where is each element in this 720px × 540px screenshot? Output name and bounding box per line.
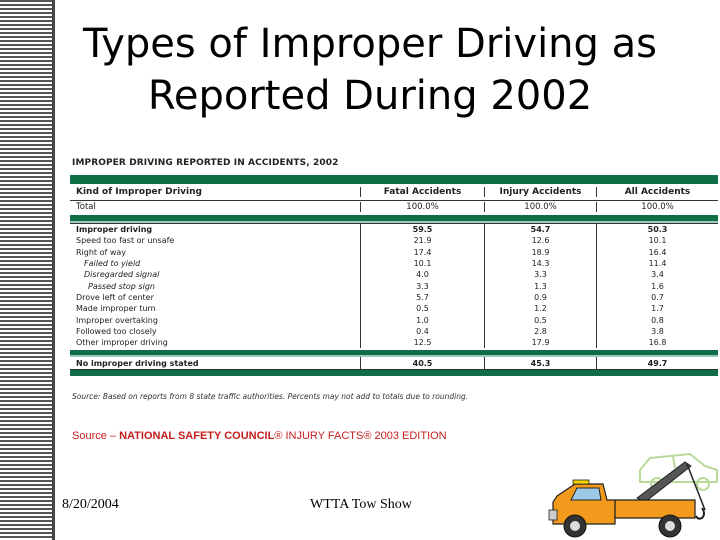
table-header-row: Kind of Improper Driving Fatal Accidents… <box>70 184 718 200</box>
row-fatal: 5.7 <box>360 291 484 304</box>
table-lower-bar <box>70 350 718 358</box>
row-injury: 0.9 <box>484 291 596 304</box>
row-fatal: 21.9 <box>360 235 484 247</box>
row-fatal: 4.0 <box>360 269 484 281</box>
row-label: Followed too closely <box>76 326 157 336</box>
row-all: 0.8 <box>596 314 718 326</box>
row-label: Right of way <box>76 247 127 257</box>
total-all: 100.0% <box>596 202 718 212</box>
row-injury: 18.9 <box>484 246 596 258</box>
row-fatal: 59.5 <box>360 224 484 236</box>
title-line-1: Types of Improper Driving as <box>82 21 657 67</box>
row-fatal: 12.5 <box>360 336 484 349</box>
table-row: Right of way 17.4 18.9 16.4 <box>70 246 718 258</box>
improper-driving-table: Kind of Improper Driving Fatal Accidents… <box>70 175 718 377</box>
table-row: Speed too fast or unsafe 21.9 12.6 10.1 <box>70 235 718 247</box>
left-decorative-stripe <box>0 0 55 540</box>
header-kind: Kind of Improper Driving <box>76 187 202 197</box>
header-all: All Accidents <box>596 187 718 197</box>
no-improper-fatal: 40.5 <box>360 357 484 370</box>
table-source-note: Source: Based on reports from 8 state tr… <box>72 392 469 401</box>
row-injury: 3.3 <box>484 269 596 281</box>
table-row: Followed too closely 0.4 2.8 3.8 <box>70 325 718 337</box>
row-all: 1.7 <box>596 303 718 315</box>
table-row: Made improper turn 0.5 1.2 1.7 <box>70 303 718 315</box>
total-fatal: 100.0% <box>360 202 484 212</box>
row-injury: 2.8 <box>484 325 596 337</box>
row-fatal: 0.4 <box>360 325 484 337</box>
row-label: Made improper turn <box>76 304 156 314</box>
row-injury: 17.9 <box>484 336 596 349</box>
table-caption: IMPROPER DRIVING REPORTED IN ACCIDENTS, … <box>72 158 339 168</box>
row-label: Drove left of center <box>76 292 154 302</box>
no-improper-label: No improper driving stated <box>76 358 199 368</box>
table-row: Disregarded signal 4.0 3.3 3.4 <box>70 269 718 281</box>
row-label: Other improper driving <box>76 338 168 348</box>
header-injury: Injury Accidents <box>484 187 596 197</box>
table-bottom-bar <box>70 369 718 377</box>
table-row: Passed stop sign 3.3 1.3 1.6 <box>70 280 718 292</box>
source-organization: NATIONAL SAFETY COUNCIL <box>119 430 275 442</box>
row-all: 50.3 <box>596 224 718 236</box>
source-rest: ® INJURY FACTS® 2003 EDITION <box>274 430 447 442</box>
table-divider-bar <box>70 215 718 223</box>
table-top-bar <box>70 175 718 184</box>
row-injury: 1.2 <box>484 303 596 315</box>
total-label: Total <box>76 202 96 212</box>
total-injury: 100.0% <box>484 202 596 212</box>
row-all: 16.8 <box>596 336 718 349</box>
row-all: 16.4 <box>596 246 718 258</box>
slide-title: Types of Improper Driving as Reported Du… <box>60 18 680 122</box>
source-prefix: Source – <box>72 430 120 442</box>
row-injury: 0.5 <box>484 314 596 326</box>
row-injury: 1.3 <box>484 280 596 292</box>
row-fatal: 1.0 <box>360 314 484 326</box>
no-improper-row: No improper driving stated 40.5 45.3 49.… <box>70 357 718 370</box>
row-injury: 14.3 <box>484 257 596 270</box>
no-improper-injury: 45.3 <box>484 357 596 370</box>
table-row: Improper driving 59.5 54.7 50.3 <box>70 224 718 236</box>
row-label: Improper overtaking <box>76 315 158 325</box>
footer-title: WTTA Tow Show <box>310 497 412 512</box>
row-all: 11.4 <box>596 257 718 270</box>
row-injury: 54.7 <box>484 224 596 236</box>
table-row: Drove left of center 5.7 0.9 0.7 <box>70 291 718 304</box>
table-row: Failed to yield 10.1 14.3 11.4 <box>70 257 718 270</box>
row-all: 3.4 <box>596 269 718 281</box>
row-label: Speed too fast or unsafe <box>76 236 175 246</box>
footer-date: 8/20/2004 <box>62 497 119 512</box>
row-all: 3.8 <box>596 325 718 337</box>
row-fatal: 17.4 <box>360 246 484 258</box>
row-injury: 12.6 <box>484 235 596 247</box>
row-fatal: 10.1 <box>360 257 484 270</box>
source-citation: Source – NATIONAL SAFETY COUNCIL® INJURY… <box>72 430 447 442</box>
table-row: Other improper driving 12.5 17.9 16.8 <box>70 336 718 349</box>
total-row: Total 100.0% 100.0% 100.0% <box>70 200 718 213</box>
row-label: Disregarded signal <box>84 270 160 280</box>
row-all: 10.1 <box>596 235 718 247</box>
header-fatal: Fatal Accidents <box>360 187 484 197</box>
row-all: 1.6 <box>596 280 718 292</box>
row-label: Passed stop sign <box>88 281 155 291</box>
row-fatal: 0.5 <box>360 303 484 315</box>
row-label: Failed to yield <box>84 259 141 269</box>
row-all: 0.7 <box>596 291 718 304</box>
tow-truck-icon <box>548 452 718 538</box>
row-label: Improper driving <box>76 225 153 235</box>
table-row: Improper overtaking 1.0 0.5 0.8 <box>70 314 718 326</box>
row-fatal: 3.3 <box>360 280 484 292</box>
no-improper-all: 49.7 <box>596 357 718 370</box>
table-body: Improper driving 59.5 54.7 50.3 Speed to… <box>70 223 718 349</box>
title-line-2: Reported During 2002 <box>147 73 593 119</box>
